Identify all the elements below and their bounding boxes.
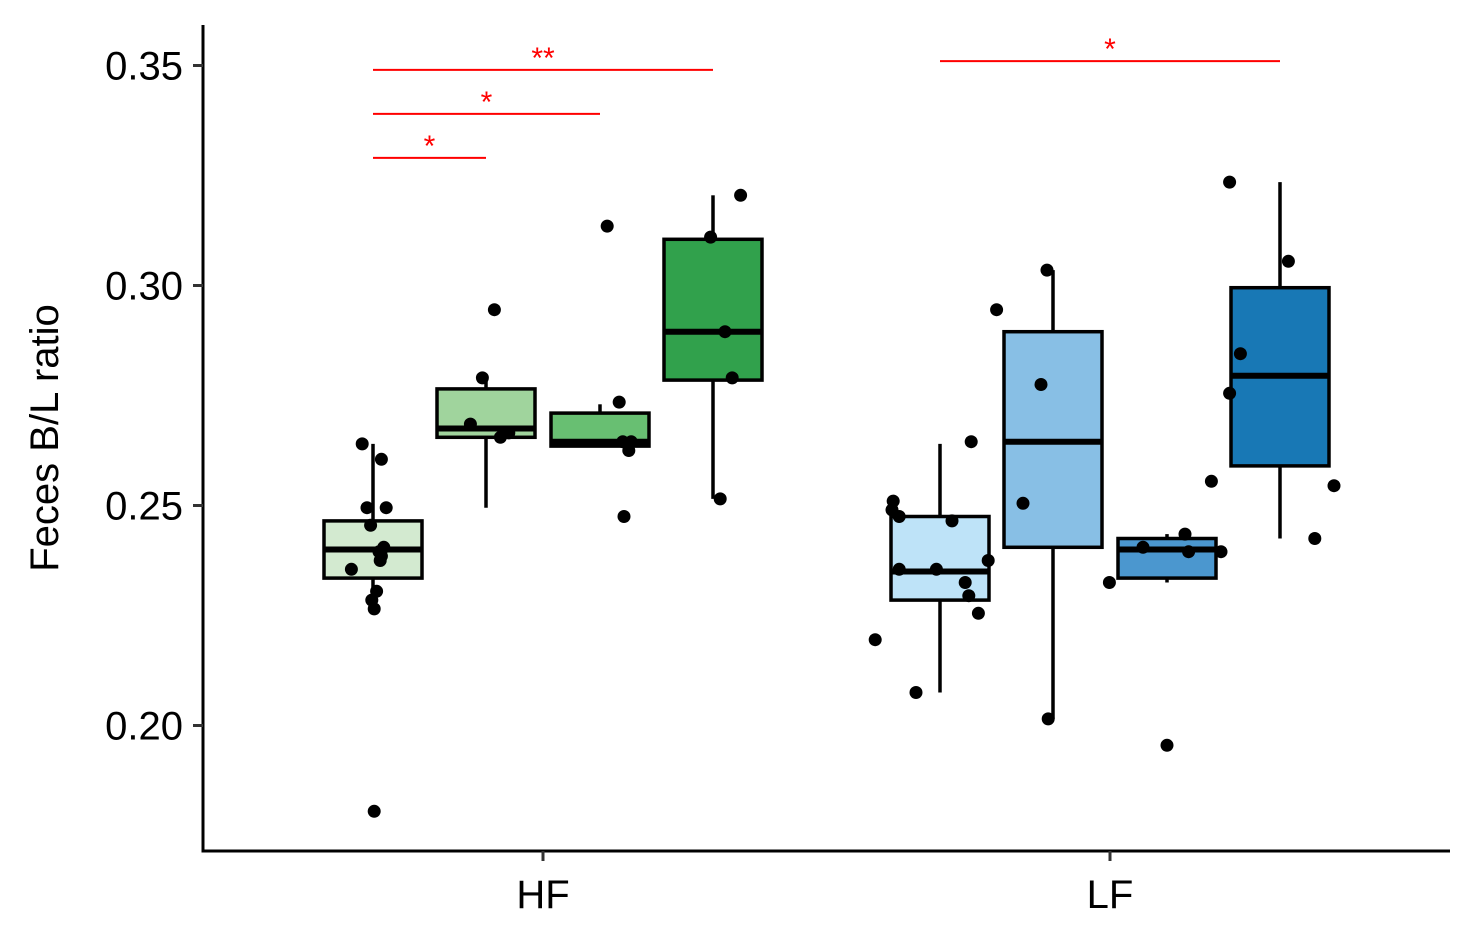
significance-label-2: * (481, 86, 493, 119)
hf-box-1-point-1 (355, 437, 369, 451)
x-tick-label-hf: HF (516, 873, 569, 917)
lf-box-3-point-3 (1136, 540, 1150, 554)
significance-label-4: * (1104, 33, 1116, 66)
lf-box-3-point-7 (1160, 738, 1174, 752)
significance-label-3: ** (531, 42, 555, 75)
lf-box-3-point-1 (1204, 474, 1218, 488)
hf-box-3-point-6 (617, 510, 631, 523)
lf-box-2-point-3 (1034, 378, 1048, 391)
hf-box-2-point-5 (493, 430, 507, 444)
hf-box-1-point-6 (379, 501, 393, 515)
hf-box-1-point-13 (367, 602, 381, 616)
y-tick-label-4: 0.35 (105, 45, 183, 89)
y-tick-label-1: 0.20 (105, 705, 183, 749)
lf-box-1-point-11 (868, 633, 882, 647)
lf-box-3-point-4 (1182, 545, 1196, 559)
y-axis-title: Feces B/L ratio (23, 304, 67, 572)
significance-label-1: * (424, 130, 436, 163)
lf-box-1-point-5 (929, 562, 943, 576)
hf-box-2-point-1 (475, 371, 489, 385)
lf-box-2-point-2 (990, 303, 1004, 317)
hf-box-1-point-3 (360, 501, 374, 515)
hf-box-3-point-5 (622, 444, 636, 457)
lf-box-4-point-4 (1223, 386, 1237, 400)
chart-axes: 0.20 0.25 0.30 0.35 HF LF (105, 25, 1450, 917)
hf-box-1-point-5 (374, 452, 388, 466)
lf-box-1-point-4 (892, 562, 906, 576)
hf-box-4-point-3 (718, 325, 732, 339)
lf-box-3-point-6 (1214, 545, 1228, 559)
lf-box-3 (1116, 536, 1218, 580)
lf-box-1-point-8 (958, 576, 972, 589)
chart-marks: **** * (322, 33, 1341, 818)
hf-box-3-point-2 (612, 395, 626, 409)
hf-box-4-point-1 (704, 230, 718, 244)
hf-box-1-point-10 (373, 554, 387, 567)
lf-box-4-point-3 (1233, 347, 1247, 361)
lf-box-1-point-10 (971, 606, 985, 620)
lf-box-4-point-1 (1223, 175, 1237, 189)
lf-box-1-point-12 (909, 686, 923, 699)
lf-box-2-point-1 (1040, 263, 1054, 277)
hf-box-4-point-2 (734, 188, 748, 202)
x-tick-label-lf: LF (1087, 873, 1134, 917)
hf-box-4-point-4 (725, 371, 739, 385)
lf-box-2-point-5 (981, 554, 995, 567)
hf-box-3-point-1 (600, 219, 614, 233)
hf-box-1-point-4 (364, 518, 378, 532)
lf-box-3-point-2 (1178, 527, 1192, 541)
lf-box-1-point-9 (962, 589, 976, 603)
lf-box-1-point-7 (964, 435, 978, 449)
lf-box-4-point-5 (1327, 479, 1341, 493)
hf-box-1-point-14 (367, 804, 381, 818)
lf-box-4-point-2 (1281, 254, 1295, 268)
hf-box-4-point-5 (713, 492, 727, 506)
lf-box-1-point-3 (892, 510, 906, 523)
lf-box-4-point-6 (1308, 532, 1322, 545)
y-tick-label-2: 0.25 (105, 485, 183, 529)
lf-box-3-point-5 (1102, 576, 1116, 589)
hf-box-2-point-3 (487, 303, 501, 317)
hf-box-2-point-2 (463, 417, 477, 431)
y-tick-label-3: 0.30 (105, 265, 183, 309)
hf-box-1-point-2 (344, 562, 358, 576)
lf-box-1-point-6 (945, 514, 959, 528)
hf-box-4 (662, 237, 764, 382)
lf-box-2-point-4 (1016, 496, 1030, 510)
lf-box-1 (889, 514, 991, 602)
lf-box-2-point-6 (1041, 712, 1055, 726)
